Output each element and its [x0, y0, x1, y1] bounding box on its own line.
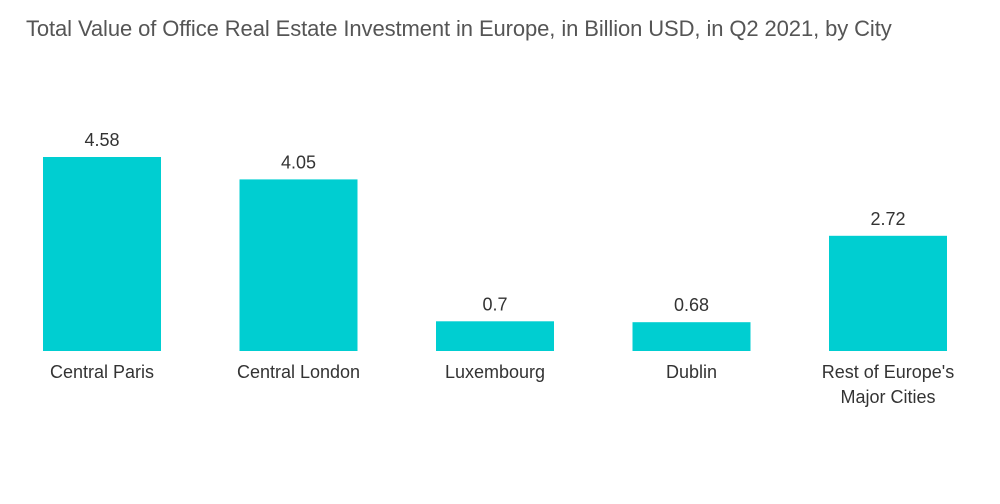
category-label-0: Central Paris — [50, 362, 154, 382]
category-label-line: Central London — [237, 362, 360, 382]
value-label-3: 0.68 — [674, 295, 709, 315]
category-label-line: Major Cities — [840, 387, 935, 407]
value-label-0: 4.58 — [84, 130, 119, 150]
category-label-3: Dublin — [666, 362, 717, 382]
category-label-1: Central London — [237, 362, 360, 382]
bar-4 — [829, 235, 947, 351]
category-label-line: Rest of Europe's — [822, 362, 955, 382]
category-labels-group: Central Paris Central London Luxembourg Dub… — [50, 362, 954, 407]
bar-2 — [436, 321, 554, 351]
value-labels-group: 4.58 4.05 0.7 0.68 2.72 — [84, 130, 905, 315]
bar-0 — [43, 157, 161, 351]
category-label-line: Luxembourg — [445, 362, 545, 382]
category-label-4: Rest of Europe's Major Cities — [822, 362, 955, 407]
bar-3 — [632, 322, 751, 351]
chart-title: Total Value of Office Real Estate Invest… — [26, 16, 892, 41]
category-label-line: Dublin — [666, 362, 717, 382]
category-label-2: Luxembourg — [445, 362, 545, 382]
category-label-line: Central Paris — [50, 362, 154, 382]
bar-1 — [239, 179, 358, 351]
value-label-4: 2.72 — [870, 209, 905, 229]
value-label-2: 0.7 — [482, 294, 507, 314]
bars-group — [43, 157, 947, 351]
value-label-1: 4.05 — [281, 152, 316, 172]
